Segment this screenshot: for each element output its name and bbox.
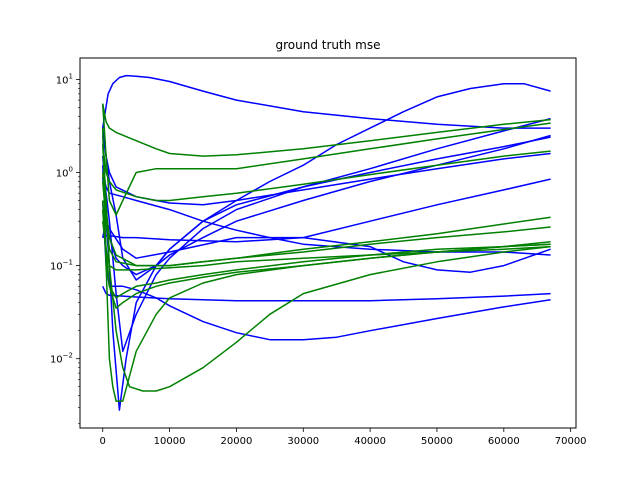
series-line-green-13 xyxy=(101,103,551,216)
x-tick-label: 50000 xyxy=(421,436,453,447)
series-line-green-21 xyxy=(101,144,551,392)
series-line-blue-10 xyxy=(102,285,551,302)
series-line-blue-7 xyxy=(101,172,551,256)
series-line-blue-1 xyxy=(101,74,551,129)
plot-frame xyxy=(79,57,577,429)
y-tick-label: 101 xyxy=(56,72,73,86)
x-tick-label: 20000 xyxy=(221,436,253,447)
series-line-green-20 xyxy=(101,128,551,402)
x-tick-label: 30000 xyxy=(287,436,319,447)
chart-title: ground truth mse xyxy=(276,38,381,52)
series-layer xyxy=(101,74,551,411)
y-tick-label: 10−1 xyxy=(50,259,73,273)
axes-layer: 0 10000 20000 30000 40000 50000 60000 70000 10−2… xyxy=(50,72,587,447)
series-line-blue-9 xyxy=(101,220,551,273)
y-tick-label: 100 xyxy=(56,166,73,180)
x-tick-label: 40000 xyxy=(354,436,386,447)
series-line-green-14 xyxy=(101,144,551,202)
series-line-blue-11 xyxy=(101,200,551,341)
x-tick-label: 0 xyxy=(100,436,106,447)
x-tick-label: 70000 xyxy=(555,436,587,447)
y-tick-label: 10−2 xyxy=(50,352,73,366)
series-line-blue-4 xyxy=(101,136,551,411)
series-line-green-12 xyxy=(101,103,551,157)
series-line-green-16 xyxy=(101,181,551,267)
x-tick-label: 60000 xyxy=(488,436,520,447)
series-line-blue-6 xyxy=(101,135,551,206)
x-tick-label: 10000 xyxy=(154,436,186,447)
